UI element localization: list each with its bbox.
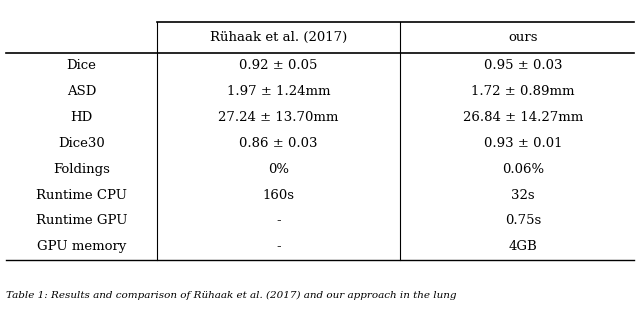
- Text: 0.95 ± 0.03: 0.95 ± 0.03: [484, 59, 563, 72]
- Text: 26.84 ± 14.27mm: 26.84 ± 14.27mm: [463, 111, 583, 124]
- Text: 0.86 ± 0.03: 0.86 ± 0.03: [239, 137, 317, 150]
- Text: Dice30: Dice30: [58, 137, 105, 150]
- Text: Rühaak et al. (2017): Rühaak et al. (2017): [210, 31, 347, 44]
- Text: -: -: [276, 240, 281, 253]
- Text: Runtime GPU: Runtime GPU: [36, 214, 127, 228]
- Text: 0.92 ± 0.05: 0.92 ± 0.05: [239, 59, 317, 72]
- Text: 0.06%: 0.06%: [502, 163, 544, 176]
- Text: 27.24 ± 13.70mm: 27.24 ± 13.70mm: [218, 111, 339, 124]
- Text: 4GB: 4GB: [509, 240, 538, 253]
- Text: ASD: ASD: [67, 85, 96, 98]
- Text: Foldings: Foldings: [53, 163, 110, 176]
- Text: Dice: Dice: [67, 59, 97, 72]
- Text: ours: ours: [508, 31, 538, 44]
- Text: HD: HD: [70, 111, 93, 124]
- Text: 0.93 ± 0.01: 0.93 ± 0.01: [484, 137, 563, 150]
- Text: 0%: 0%: [268, 163, 289, 176]
- Text: Runtime CPU: Runtime CPU: [36, 189, 127, 202]
- Text: 1.72 ± 0.89mm: 1.72 ± 0.89mm: [472, 85, 575, 98]
- Text: GPU memory: GPU memory: [37, 240, 126, 253]
- Text: -: -: [276, 214, 281, 228]
- Text: 0.75s: 0.75s: [505, 214, 541, 228]
- Text: Table 1: Results and comparison of Rühaak et al. (2017) and our approach in the : Table 1: Results and comparison of Rühaa…: [6, 291, 457, 300]
- Text: 32s: 32s: [511, 189, 535, 202]
- Text: 1.97 ± 1.24mm: 1.97 ± 1.24mm: [227, 85, 330, 98]
- Text: 160s: 160s: [262, 189, 294, 202]
